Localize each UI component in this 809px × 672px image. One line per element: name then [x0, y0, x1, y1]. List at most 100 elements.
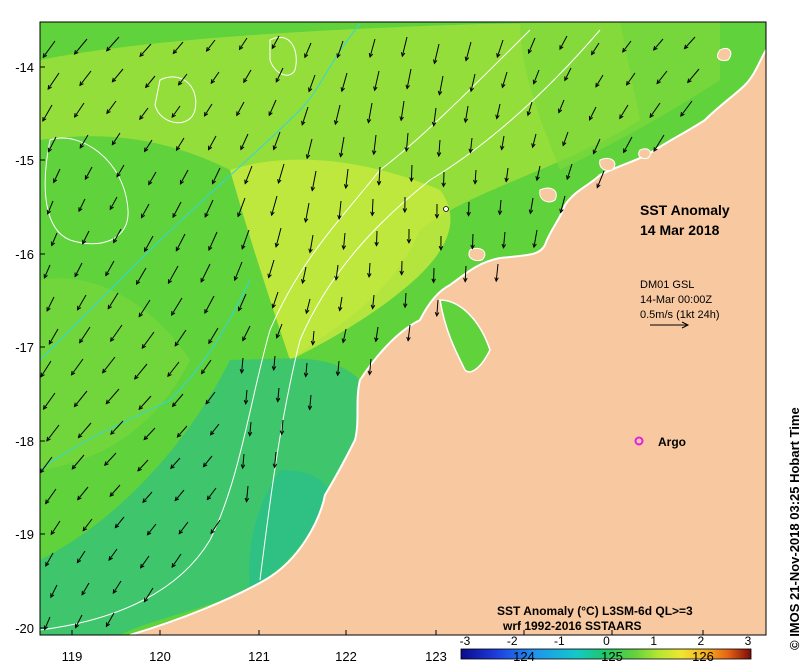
current-vector-head: [434, 312, 440, 318]
current-vector: [533, 69, 540, 84]
current-vector: [112, 68, 124, 83]
map-title-line1: SST Anomaly: [640, 202, 730, 218]
current-vector: [407, 324, 411, 341]
current-vector: [268, 99, 277, 116]
current-vector: [378, 166, 381, 185]
current-vector-head: [399, 270, 404, 276]
current-vector: [40, 456, 53, 473]
current-vector-head: [200, 277, 205, 283]
current-vector-head: [441, 182, 446, 188]
current-vectors: [40, 35, 700, 631]
current-vector-head: [43, 625, 49, 631]
current-vector: [171, 297, 183, 316]
current-vector-head: [233, 276, 239, 282]
current-vector: [501, 71, 508, 88]
current-vector-head: [400, 52, 406, 58]
current-vector-head: [111, 77, 117, 83]
current-vector: [108, 548, 118, 561]
current-vector: [337, 40, 344, 58]
current-vector: [464, 105, 469, 123]
current-vector-head: [338, 152, 344, 158]
current-vector-head: [464, 56, 470, 62]
current-vector-head: [167, 372, 172, 378]
current-vector-head: [79, 81, 84, 87]
current-vector-head: [206, 495, 212, 501]
current-vector-head: [275, 333, 280, 339]
current-vector: [47, 72, 60, 90]
current-vector-head: [174, 341, 179, 347]
current-vector: [109, 484, 121, 497]
current-vector-head: [105, 271, 110, 277]
longitude-tick-label: 122: [335, 649, 357, 664]
current-vector: [589, 106, 597, 121]
current-vector: [340, 136, 345, 157]
current-vector: [406, 68, 412, 89]
current-vector: [139, 43, 152, 57]
current-vector-head: [140, 563, 145, 569]
current-vector-head: [468, 148, 473, 154]
current-vector-head: [559, 208, 564, 214]
current-vector-head: [210, 79, 216, 85]
current-vector-head: [138, 405, 144, 411]
current-vector: [536, 165, 541, 181]
current-vector-head: [177, 80, 183, 86]
current-vector-head: [78, 207, 83, 213]
current-vector-head: [204, 309, 209, 315]
current-vector-head: [46, 436, 51, 442]
current-vector: [44, 616, 51, 630]
current-vector-head: [501, 243, 507, 249]
current-vector-head: [405, 84, 410, 90]
current-vector-head: [170, 464, 175, 470]
colorbar-tick-label: 3: [745, 634, 752, 648]
current-vector-head: [239, 369, 245, 375]
colorbar-tick-label: 2: [697, 634, 704, 648]
mild-anomaly-west: [40, 278, 190, 470]
current-vector-head: [203, 111, 209, 117]
current-vector: [474, 169, 477, 184]
current-vector: [562, 131, 569, 146]
inlet-water: [439, 299, 491, 373]
current-vector: [200, 263, 211, 283]
current-vector: [464, 265, 467, 282]
current-vector-head: [270, 211, 275, 217]
current-vector: [373, 134, 377, 155]
scale-arrow: [650, 321, 690, 329]
current-vector: [304, 42, 312, 58]
current-vector-head: [501, 83, 506, 89]
current-vector: [302, 266, 307, 284]
current-vector-head: [307, 405, 313, 411]
current-vector-head: [53, 178, 58, 184]
current-vector-head: [562, 141, 567, 147]
current-vector-head: [204, 212, 209, 218]
warm-anomaly-northeast: [520, 22, 720, 170]
current-vector-head: [497, 210, 503, 216]
current-vector: [436, 299, 439, 316]
current-vector-head: [145, 83, 150, 89]
current-vector: [136, 267, 147, 285]
current-vector: [105, 388, 120, 404]
current-vector-head: [105, 622, 110, 628]
current-vector-head: [73, 50, 79, 55]
latitude-tick-label: -15: [15, 153, 34, 168]
current-vector-head: [171, 563, 176, 568]
current-vector: [309, 394, 312, 410]
current-vector: [139, 107, 149, 120]
current-vector-head: [205, 399, 210, 405]
current-vector: [210, 423, 220, 436]
current-vector-head: [409, 177, 414, 183]
current-vector: [249, 421, 252, 436]
current-vector-head: [82, 526, 88, 532]
current-vector: [43, 392, 56, 410]
current-vector-head: [209, 430, 215, 436]
current-vector-head: [243, 78, 248, 84]
current-vector-head: [687, 78, 692, 84]
current-vector-head: [656, 79, 661, 85]
longitude-tick-label: 119: [62, 649, 83, 664]
current-vector: [245, 389, 248, 404]
current-vector: [342, 328, 347, 343]
current-vector-head: [437, 90, 443, 96]
current-vector-head: [144, 247, 149, 253]
current-vector: [242, 325, 251, 341]
current-vector: [368, 262, 371, 277]
current-legend-line1: DM01 GSL: [640, 279, 694, 291]
